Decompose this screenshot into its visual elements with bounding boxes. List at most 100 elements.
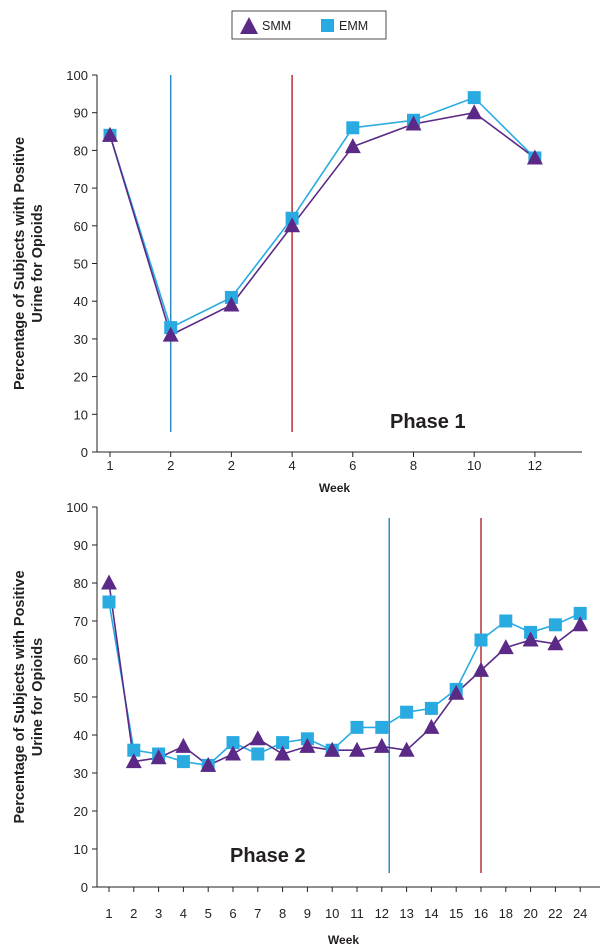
x-tick-label: 7: [254, 906, 261, 921]
smm-point: [200, 756, 217, 772]
x-tick-label: 1: [105, 906, 112, 921]
emm-point: [400, 705, 414, 719]
smm-point: [225, 745, 241, 761]
y-tick-label: 90: [74, 538, 88, 553]
y-axis-label: Percentage of Subjects with Positive: [12, 570, 28, 823]
smm-point: [373, 737, 390, 753]
smm-point: [125, 753, 142, 769]
smm-point: [398, 741, 415, 757]
series-line-emm: [109, 96, 536, 329]
smm-point: [284, 217, 301, 233]
y-tick-label: 30: [74, 766, 88, 781]
emm-point: [350, 720, 364, 734]
smm-point: [162, 326, 179, 342]
smm-point: [405, 115, 422, 131]
x-tick-label: 1: [106, 458, 113, 473]
legend: SMM EMM: [231, 10, 387, 40]
smm-point: [473, 661, 489, 677]
emm-point: [573, 606, 587, 620]
legend-box: [231, 10, 387, 40]
emm-point: [276, 736, 290, 750]
smm-point: [448, 684, 465, 700]
x-tick-label: 13: [399, 906, 413, 921]
chart-title: Phase 2: [230, 845, 306, 867]
x-tick-label: 5: [205, 906, 212, 921]
x-tick-label: 2: [130, 906, 137, 921]
smm-point: [274, 745, 291, 761]
y-axis-label: Urine for Opioids: [30, 638, 46, 756]
smm-point: [497, 639, 514, 655]
x-axis-label: Week: [319, 481, 350, 495]
chart-title: Phase 1: [390, 411, 466, 433]
smm-point: [522, 631, 539, 647]
emm-point: [548, 618, 562, 632]
x-axis-label: Week: [328, 933, 359, 947]
smm-point: [572, 616, 589, 632]
y-tick-label: 50: [74, 257, 88, 272]
y-tick-label: 80: [74, 143, 88, 158]
smm-point: [102, 126, 118, 142]
emm-point: [346, 121, 360, 135]
y-tick-label: 30: [74, 332, 88, 347]
x-tick-label: 20: [523, 906, 537, 921]
x-tick-label: 2: [167, 458, 174, 473]
x-tick-label: 16: [474, 906, 488, 921]
x-tick-label: 12: [528, 458, 542, 473]
smm-point: [150, 749, 167, 765]
x-tick-label: 10: [467, 458, 481, 473]
y-tick-label: 20: [74, 370, 88, 385]
smm-point: [547, 635, 564, 651]
emm-point: [251, 747, 265, 761]
x-tick-label: 4: [288, 458, 295, 473]
y-tick-label: 10: [74, 842, 88, 857]
y-tick-label: 90: [74, 106, 88, 121]
emm-point: [474, 633, 488, 647]
y-tick-label: 100: [66, 68, 88, 83]
x-tick-label: 18: [499, 906, 513, 921]
emm-point: [127, 743, 141, 757]
emm-point: [226, 736, 240, 750]
legend-smm-label: SMM: [262, 19, 291, 33]
smm-point: [175, 737, 192, 753]
x-tick-label: 8: [410, 458, 417, 473]
y-tick-label: 80: [74, 576, 88, 591]
x-tick-label: 8: [279, 906, 286, 921]
smm-point: [526, 149, 543, 165]
smm-point: [223, 296, 240, 312]
legend-emm-square-icon: [321, 19, 334, 32]
y-tick-label: 60: [74, 219, 88, 234]
x-tick-label: 22: [548, 906, 562, 921]
y-tick-label: 0: [81, 880, 88, 895]
emm-point: [467, 91, 481, 105]
legend-emm-label: EMM: [339, 19, 368, 33]
emm-point: [375, 720, 389, 734]
y-tick-label: 50: [74, 690, 88, 705]
x-tick-label: 3: [155, 906, 162, 921]
y-tick-label: 70: [74, 181, 88, 196]
y-axis-label: Percentage of Subjects with Positive: [12, 137, 28, 390]
smm-point: [299, 737, 316, 753]
x-tick-label: 2: [228, 458, 235, 473]
x-tick-label: 12: [375, 906, 389, 921]
emm-point: [499, 614, 513, 628]
smm-point: [423, 718, 440, 734]
emm-point: [176, 755, 190, 769]
smm-point: [101, 574, 117, 590]
y-tick-label: 60: [74, 652, 88, 667]
series-line-smm: [109, 111, 536, 337]
x-tick-label: 11: [350, 906, 364, 921]
y-tick-label: 20: [74, 804, 88, 819]
x-tick-label: 24: [573, 906, 587, 921]
y-tick-label: 40: [74, 728, 88, 743]
legend-smm-triangle-icon: [240, 17, 258, 34]
emm-point: [102, 595, 116, 609]
smm-point: [249, 730, 266, 746]
smm-point: [466, 104, 483, 120]
y-tick-label: 10: [74, 407, 88, 422]
x-tick-label: 4: [180, 906, 187, 921]
emm-point: [424, 701, 438, 715]
x-tick-label: 6: [229, 906, 236, 921]
